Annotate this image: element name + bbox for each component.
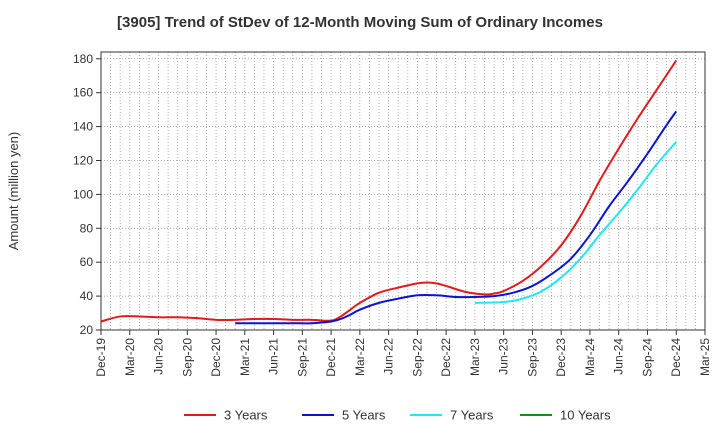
y-tick-label: 60 [80,255,94,269]
y-tick-label: 80 [80,221,94,235]
y-tick-label: 180 [73,52,93,66]
x-tick-label: Mar-24 [583,338,597,376]
x-tick-label: Dec-20 [209,338,223,377]
series-line-3-years [100,59,678,323]
legend-label-10-years: 10 Years [560,408,611,423]
series-line-5-years [235,110,678,325]
x-tick-label: Jun-21 [267,338,281,375]
x-tick-label: Jun-24 [612,338,626,375]
chart-title: [3905] Trend of StDev of 12-Month Moving… [117,14,603,31]
x-tick-label: Sep-24 [640,338,654,377]
x-tick-label: Sep-23 [525,338,539,377]
legend-label-5-years: 5 Years [342,408,386,423]
y-axis-label: Amount (million yen) [6,132,21,251]
x-tick-label: Dec-19 [94,338,108,377]
x-tick-label: Mar-23 [468,338,482,376]
x-tick-label: Mar-25 [698,338,712,376]
plot-border [100,51,706,331]
series-line-7-years [474,141,677,304]
plot-frame [101,52,705,330]
legend: 3 Years 5 Years 7 Years 10 Years [184,408,611,423]
y-tick-label: 100 [73,187,93,201]
x-tick-label: Dec-22 [439,338,453,377]
x-tick-label: Dec-21 [324,338,338,377]
x-tick-label: Dec-24 [669,338,683,377]
y-axis-ticks: 20 40 60 80 100 120 140 160 180 [73,52,101,337]
x-tick-label: Jun-22 [382,338,396,375]
x-tick-label: Jun-23 [497,338,511,375]
y-tick-label: 140 [73,120,93,134]
y-tick-label: 160 [73,86,93,100]
legend-label-7-years: 7 Years [450,408,494,423]
gridlines [101,52,705,330]
y-tick-label: 20 [80,323,94,337]
x-tick-label: Jun-20 [152,338,166,375]
x-tick-label: Mar-20 [123,338,137,376]
x-tick-label: Mar-22 [353,338,367,376]
x-tick-label: Mar-21 [238,338,252,376]
x-tick-label: Sep-21 [295,338,309,377]
y-tick-label: 40 [80,289,94,303]
y-tick-label: 120 [73,153,93,167]
x-tick-label: Sep-20 [180,338,194,377]
legend-label-3-years: 3 Years [224,408,268,423]
x-tick-label: Sep-22 [410,338,424,377]
series-lines [100,59,678,325]
x-tick-label: Dec-23 [554,338,568,377]
x-axis-ticks: Dec-19 Mar-20 Jun-20 Sep-20 Dec-20 Mar-21 Jun-… [94,330,712,377]
